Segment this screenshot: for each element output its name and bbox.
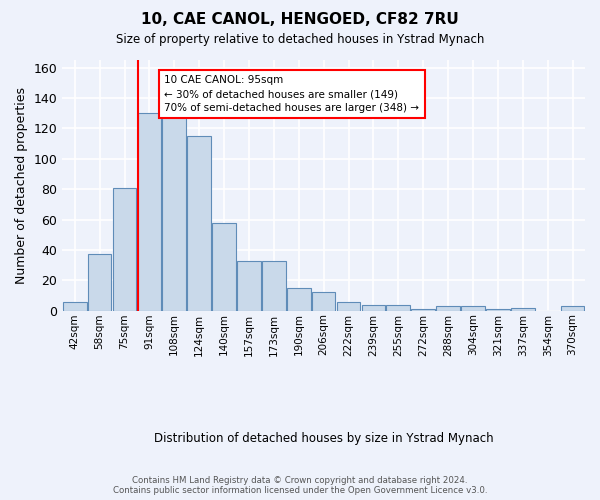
Bar (312, 292, 335, 310)
Text: Size of property relative to detached houses in Ystrad Mynach: Size of property relative to detached ho… (116, 32, 484, 46)
Bar (237, 260, 261, 310)
Bar (163, 113, 186, 310)
Bar (461, 306, 485, 310)
Text: 10 CAE CANOL: 95sqm
← 30% of detached houses are smaller (149)
70% of semi-detac: 10 CAE CANOL: 95sqm ← 30% of detached ho… (164, 75, 419, 113)
Bar (511, 308, 535, 310)
Y-axis label: Number of detached properties: Number of detached properties (15, 87, 28, 284)
Text: 10, CAE CANOL, HENGOED, CF82 7RU: 10, CAE CANOL, HENGOED, CF82 7RU (141, 12, 459, 28)
Bar (187, 136, 211, 310)
X-axis label: Distribution of detached houses by size in Ystrad Mynach: Distribution of detached houses by size … (154, 432, 493, 445)
Bar (436, 306, 460, 310)
Bar (486, 309, 510, 310)
Bar (88, 254, 112, 310)
Bar (113, 188, 136, 310)
Bar (561, 306, 584, 310)
Bar (337, 302, 361, 310)
Bar (386, 304, 410, 310)
Bar (362, 304, 385, 310)
Bar (137, 113, 161, 310)
Bar (212, 222, 236, 310)
Bar (262, 260, 286, 310)
Text: Contains HM Land Registry data © Crown copyright and database right 2024.
Contai: Contains HM Land Registry data © Crown c… (113, 476, 487, 495)
Bar (287, 288, 311, 310)
Bar (412, 309, 435, 310)
Bar (63, 302, 86, 310)
